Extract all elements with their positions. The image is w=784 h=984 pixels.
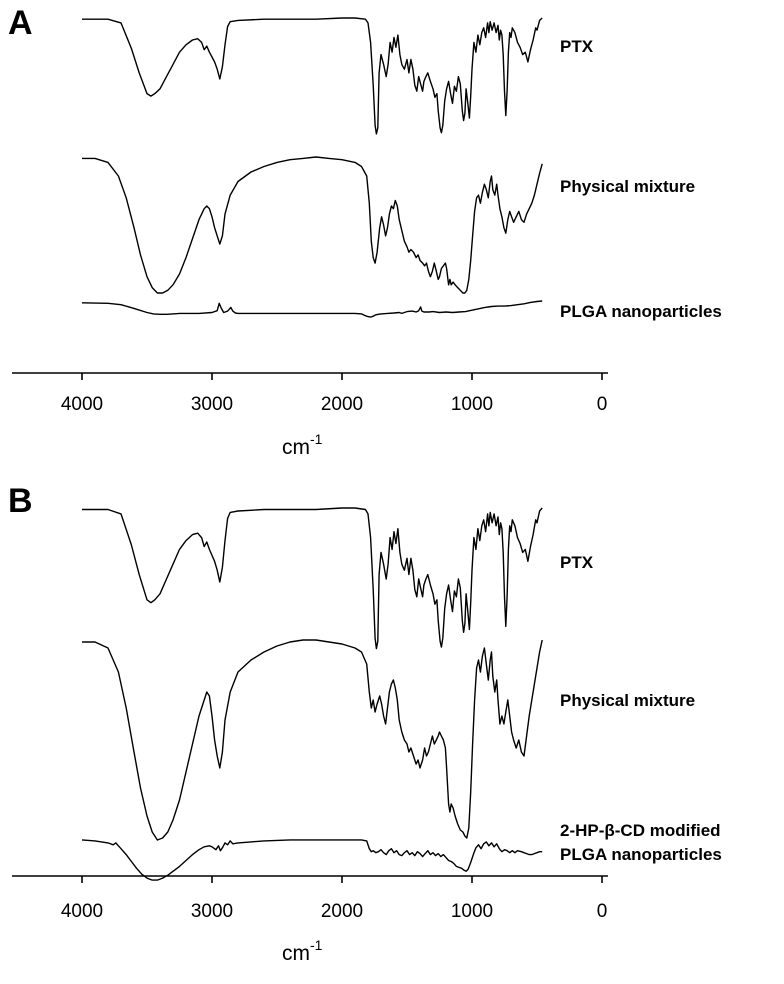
panel-a-x-tick-label-2: 3000 (191, 394, 233, 415)
panel-a-series-labels: PTX Physical mixture PLGA nanoparticles (560, 37, 722, 321)
panel-a-x-axis-exponent: -1 (310, 431, 323, 447)
panel-b-x-tick-label-1: 4000 (61, 901, 103, 922)
panel-a-series-label-3-line-1: PLGA nanoparticles (560, 302, 722, 321)
panel-b-series-label-2-line-1: Physical mixture (560, 691, 695, 710)
panel-b-x-tick-label-3: 2000 (321, 901, 363, 922)
panel-b-x-tick-label-5: 0 (597, 901, 608, 922)
panel-a-x-tick-label-3: 2000 (321, 394, 363, 415)
panel-a-spectrum-2 (82, 156, 543, 294)
panel-a-series-label-1-line-1: PTX (560, 37, 594, 56)
panel-a-series-label-2-line-1: Physical mixture (560, 177, 695, 196)
panel-b-x-ticks: 4000 3000 2000 1000 0 (61, 876, 607, 922)
panel-b-spectrum-3 (81, 839, 543, 881)
panel-b-x-axis-title: cm-1 (282, 937, 323, 965)
panel-a-x-axis-title: cm-1 (282, 431, 323, 459)
panel-a-x-tick-label-1: 4000 (61, 394, 103, 415)
panel-b-series (81, 507, 543, 881)
panel-a-x-tick-label-5: 0 (597, 394, 608, 415)
panel-b-x-tick-label-4: 1000 (451, 901, 493, 922)
panel-b-series-label-3-line-1: 2-HP-β-CD modified (560, 821, 721, 840)
panel-b-x-tick-label-2: 3000 (191, 901, 233, 922)
panel-b-letter: B (8, 482, 33, 520)
panel-b-series-label-1-line-1: PTX (560, 553, 594, 572)
panel-b-spectrum-2 (82, 639, 543, 841)
panel-b-series-labels: PTX Physical mixture 2-HP-β-CD modified PLG… (560, 553, 722, 864)
panel-b-spectrum-1 (82, 507, 543, 650)
panel-b-x-axis-unit: cm (282, 942, 310, 965)
panel-a-x-ticks: 4000 3000 2000 1000 0 (61, 373, 607, 415)
panel-a-spectrum-3 (81, 300, 543, 318)
panel-a-spectrum-1 (82, 17, 543, 135)
panel-a-x-tick-label-4: 1000 (451, 394, 493, 415)
panel-a-x-axis-unit: cm (282, 436, 310, 459)
panel-a-series (81, 17, 543, 318)
panel-b-series-label-3-line-2: PLGA nanoparticles (560, 845, 722, 864)
panel-b-x-axis-exponent: -1 (310, 937, 323, 953)
panel-a-letter: A (8, 4, 33, 42)
